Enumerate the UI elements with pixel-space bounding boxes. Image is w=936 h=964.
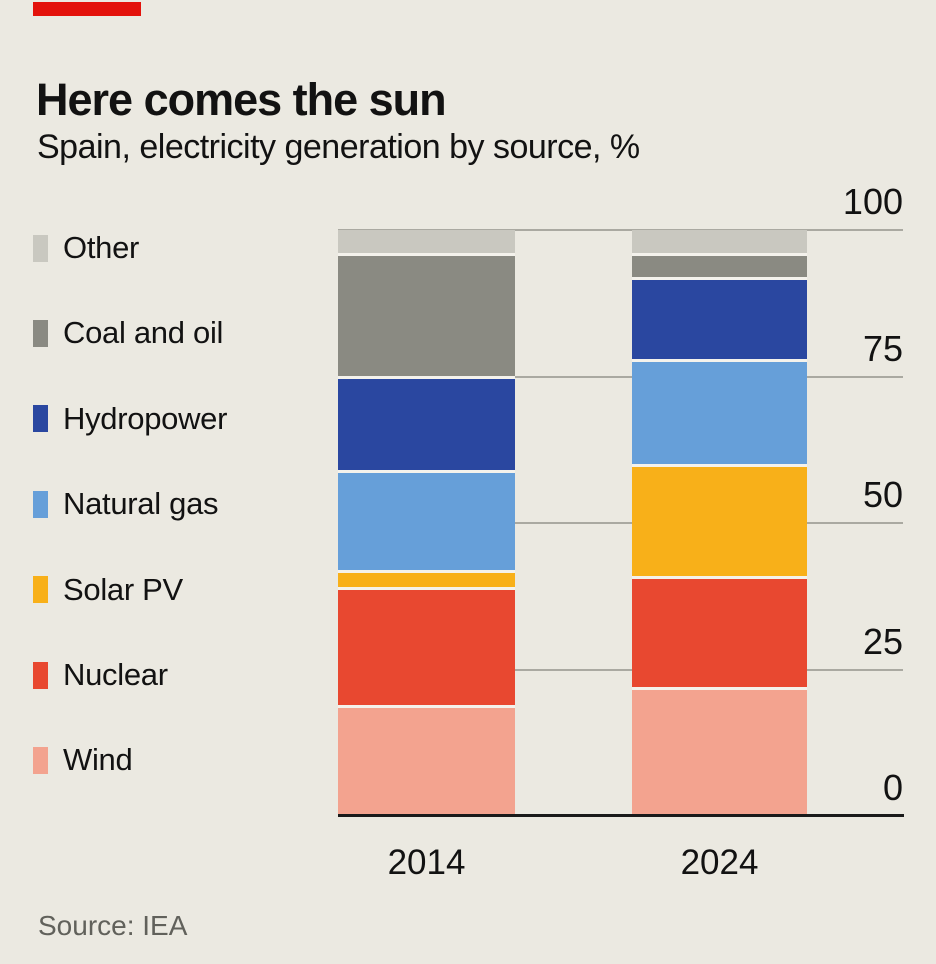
gridline-25 [338, 668, 903, 671]
economist-red-tab [33, 2, 141, 16]
bar-segment-other-2014 [338, 230, 515, 254]
legend-label-hydropower: Hydropower [63, 400, 228, 436]
chart-title: Here comes the sun [36, 74, 447, 126]
legend-label-other: Other [63, 230, 140, 265]
x-category-label-2024: 2024 [680, 843, 759, 882]
legend-swatch-wind [33, 746, 48, 774]
legend-item-wind: Wind [33, 741, 133, 779]
y-tick-label-50: 50 [862, 474, 903, 515]
legend-swatch-nuclear [33, 661, 48, 689]
legend-swatch-hydropower [33, 405, 48, 433]
bar-segment-other-2024 [632, 230, 807, 254]
y-tick-label-75: 75 [862, 327, 903, 369]
gridline-100 [338, 229, 903, 231]
y-tick-label-0: 0 [882, 767, 903, 808]
legend-swatch-natural-gas [33, 490, 48, 518]
bar-segment-coal-and-oil-2014 [338, 253, 515, 377]
legend-item-other: Other [33, 229, 139, 267]
source-note: Source: IEA [38, 910, 188, 941]
legend-label-natural-gas: Natural gas [63, 486, 219, 522]
gridline-75 [338, 375, 903, 378]
y-tick-label-25: 25 [862, 620, 903, 662]
legend-item-coal-and-oil: Coal and oil [33, 314, 223, 352]
bar-segment-coal-and-oil-2024 [632, 253, 807, 277]
bar-segment-solar-pv-2024 [632, 464, 807, 576]
chart-subtitle: Spain, electricity generation by source,… [37, 128, 640, 166]
bar-2014 [338, 230, 515, 816]
legend-swatch-other [33, 234, 48, 262]
bar-segment-hydropower-2014 [338, 376, 515, 471]
legend: Other Coal and oil Hydropower Natural gas So… [0, 0, 330, 964]
legend-label-wind: Wind [63, 742, 133, 778]
legend-item-solar-pv: Solar PV [33, 571, 183, 609]
legend-item-nuclear: Nuclear [33, 656, 168, 694]
bar-segment-wind-2024 [632, 687, 807, 816]
legend-label-solar-pv: Solar PV [63, 571, 183, 607]
bar-segment-nuclear-2024 [632, 575, 807, 688]
legend-swatch-solar-pv [33, 576, 48, 604]
bar-2024 [632, 230, 807, 816]
x-axis-line [338, 814, 904, 817]
x-category-label-2014: 2014 [387, 843, 466, 882]
legend-label-coal-and-oil: Coal and oil [63, 315, 224, 351]
y-tick-label-100: 100 [842, 181, 903, 222]
legend-swatch-coal-and-oil [33, 319, 48, 347]
legend-label-nuclear: Nuclear [63, 657, 168, 692]
gridline-50 [338, 522, 903, 524]
bar-segment-hydropower-2024 [632, 276, 807, 359]
bar-segment-natural-gas-2014 [338, 470, 515, 570]
bar-segment-wind-2014 [338, 704, 515, 816]
legend-item-natural-gas: Natural gas [33, 485, 219, 523]
bar-segment-solar-pv-2014 [338, 569, 515, 588]
legend-item-hydropower: Hydropower [33, 400, 227, 438]
bar-segment-natural-gas-2024 [632, 358, 807, 465]
bar-segment-nuclear-2014 [338, 587, 515, 705]
